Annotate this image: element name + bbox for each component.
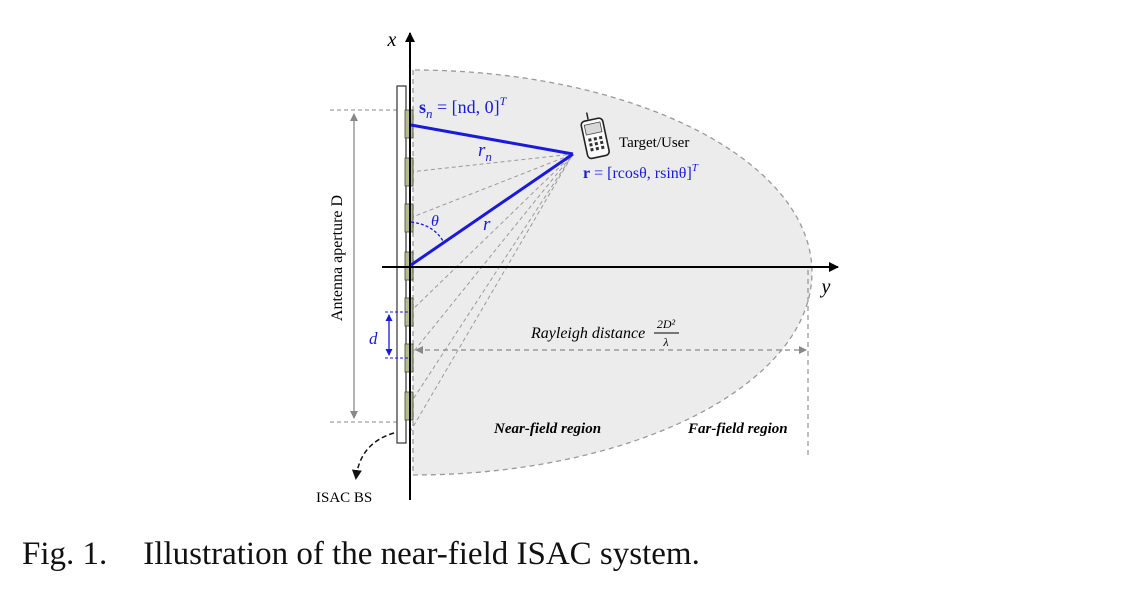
rayleigh-numerator: 2D² xyxy=(657,317,676,331)
figure-caption: Fig. 1. Illustration of the near-field IS… xyxy=(22,536,700,573)
target-position-eq: r = [rcosθ, rsinθ]T xyxy=(583,162,699,182)
phone-icon xyxy=(580,112,610,160)
element-to-target-rays xyxy=(409,153,574,433)
rayleigh-denominator: λ xyxy=(662,335,668,349)
rayleigh-label: Rayleigh distance xyxy=(530,325,645,342)
far-field-label: Far-field region xyxy=(687,421,788,437)
r-n-label: rn xyxy=(478,140,492,164)
near-field-label: Near-field region xyxy=(493,421,601,437)
element-position-eq: sn = [nd, 0]T xyxy=(419,94,508,121)
aperture-label: Antenna aperture D xyxy=(329,195,346,321)
r-n-ray xyxy=(410,123,574,156)
bs-pointer-arrow xyxy=(351,432,395,480)
theta-arc xyxy=(410,221,445,244)
y-axis-label: y xyxy=(820,276,831,298)
r-ray xyxy=(410,152,574,267)
near-field-region xyxy=(412,69,813,476)
target-label: Target/User xyxy=(619,135,689,151)
x-axis-label: x xyxy=(387,29,397,51)
theta-label: θ xyxy=(431,213,439,230)
caption-text: Illustration of the near-field ISAC syst… xyxy=(143,536,700,572)
r-label: r xyxy=(483,214,491,235)
bs-label: ISAC BS xyxy=(316,490,372,506)
caption-prefix: Fig. 1. xyxy=(22,536,108,572)
spacing-label: d xyxy=(369,329,378,348)
